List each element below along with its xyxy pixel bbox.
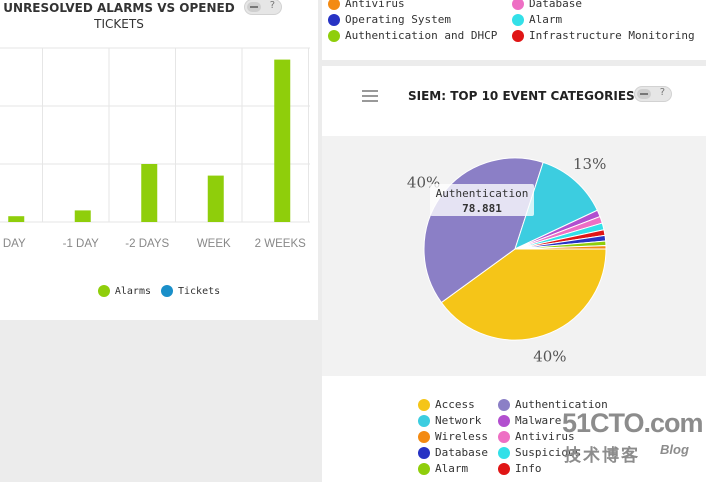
pie-slice-wireless[interactable] <box>514 245 607 250</box>
pie-percent-label: 40% <box>533 348 566 366</box>
legend-dot-icon <box>512 0 524 10</box>
legend-dot-icon <box>512 13 524 26</box>
legend-label: Tickets <box>177 285 221 297</box>
legend-label: Authentication <box>515 398 608 411</box>
x-axis-tick-label: -2 DAYS <box>125 238 169 250</box>
legend-item-authentication[interactable]: Authentication <box>498 398 608 411</box>
legend-label: Antivirus <box>515 430 575 443</box>
legend-label: Malware <box>515 414 562 427</box>
legend-label: Antivirus <box>345 0 405 10</box>
bar-alarms[interactable] <box>141 164 158 222</box>
legend-item[interactable]: Operating System <box>328 13 451 26</box>
legend-dot-icon <box>328 0 340 10</box>
legend-dot-icon <box>512 29 524 42</box>
previous-chart-legend: Antivirus Database Operating System Alarm Au… <box>322 0 706 60</box>
legend-dot-icon <box>97 285 110 297</box>
legend-dot-icon <box>328 13 340 26</box>
legend-item-access[interactable]: Access <box>418 398 528 411</box>
bar-alarms[interactable] <box>207 175 224 222</box>
siem-event-categories-panel: SIEM: TOP 10 EVENT CATEGORIES ? 40% 40% 13… <box>322 66 706 482</box>
legend-label: Authentication and DHCP <box>345 29 498 42</box>
legend-item-suspicious[interactable]: Suspicious <box>498 446 608 459</box>
x-axis-tick-label: WEEK <box>197 238 231 250</box>
help-icon[interactable]: ? <box>269 0 275 11</box>
legend-dot-icon <box>418 446 430 459</box>
bar-chart-legend: Alarms Tickets <box>0 285 318 297</box>
x-axis-tick-label: -1 DAY <box>63 238 100 250</box>
legend-label: Info <box>515 462 542 475</box>
legend-label: Operating System <box>345 13 451 26</box>
legend-item-info[interactable]: Info <box>498 462 608 475</box>
legend-label: Infrastructure Monitoring <box>529 29 695 42</box>
legend-item[interactable]: Authentication and DHCP <box>328 29 497 42</box>
legend-label: Suspicious <box>515 446 582 459</box>
legend-label: Database <box>435 446 488 459</box>
legend-item-alarms[interactable]: Alarms <box>97 285 151 297</box>
legend-dot-icon <box>418 414 430 427</box>
legend-label: Alarm <box>529 13 563 26</box>
panel-title: SIEM: TOP 10 EVENT CATEGORIES <box>408 89 635 103</box>
x-axis-tick-label: 2 WEEKS <box>255 238 306 250</box>
watermark-logo: 51CTO.com <box>562 408 704 438</box>
legend-label: Database <box>529 0 582 10</box>
watermark-subtitle: 技术博客 <box>564 446 640 466</box>
x-axis-tick-label: DAY <box>3 238 26 250</box>
legend-dot-icon <box>160 285 173 297</box>
pie-chart-area: 40% 40% 13% Authentication 78.881 <box>322 136 706 376</box>
legend-item-alarm[interactable]: Alarm <box>418 462 528 475</box>
legend-item-tickets[interactable]: Tickets <box>160 285 221 297</box>
pie-slice-access[interactable] <box>440 248 607 341</box>
hamburger-menu-icon[interactable] <box>362 90 378 103</box>
legend-item-wireless[interactable]: Wireless <box>418 430 528 443</box>
legend-dot-icon <box>418 462 430 475</box>
legend-item-antivirus[interactable]: Antivirus <box>498 430 608 443</box>
legend-dot-icon <box>498 462 510 475</box>
pie-slice-network[interactable] <box>514 161 599 250</box>
legend-label: Wireless <box>435 430 488 443</box>
legend-item-network[interactable]: Network <box>418 414 528 427</box>
legend-label: Access <box>435 398 475 411</box>
legend-item[interactable]: Alarm <box>512 13 562 26</box>
alarms-tickets-bar-chart: DAY -1 DAY -2 DAYS WEEK 2 WEEKS <box>0 47 310 250</box>
tooltip-value: 78.881 <box>462 202 502 215</box>
legend-dot-icon <box>498 446 510 459</box>
pie-tooltip: Authentication 78.881 <box>430 184 534 216</box>
minus-icon <box>247 2 261 12</box>
bar-alarms[interactable] <box>8 216 25 222</box>
legend-dot-icon <box>498 398 510 411</box>
legend-label: Alarms <box>114 285 151 297</box>
legend-dot-icon <box>328 29 340 42</box>
legend-dot-icon <box>418 398 430 411</box>
minus-icon <box>637 89 651 99</box>
bar-alarms[interactable] <box>274 59 291 222</box>
panel-collapse-toggle[interactable]: ? <box>634 86 672 102</box>
panel-title-line2: TICKETS <box>94 17 144 31</box>
panel-title: UNRESOLVED ALARMS VS OPENED <box>3 1 235 15</box>
legend-item[interactable]: Database <box>512 0 582 10</box>
site-watermark: 51CTO.com 技术博客 Blog <box>562 408 704 468</box>
legend-dot-icon <box>498 430 510 443</box>
legend-item-database[interactable]: Database <box>418 446 528 459</box>
legend-item[interactable]: Infrastructure Monitoring <box>512 29 695 42</box>
legend-label: Network <box>435 414 482 427</box>
legend-dot-icon <box>418 430 430 443</box>
legend-item-malware[interactable]: Malware <box>498 414 608 427</box>
pie-percent-label: 13% <box>573 155 606 173</box>
alarms-vs-tickets-panel: UNRESOLVED ALARMS VS OPENED TICKETS ? DA… <box>0 0 318 320</box>
help-icon[interactable]: ? <box>659 87 665 98</box>
legend-item[interactable]: Antivirus <box>328 0 405 10</box>
panel-collapse-toggle[interactable]: ? <box>244 0 282 15</box>
legend-label: Alarm <box>435 462 469 475</box>
bar-alarms[interactable] <box>74 210 91 222</box>
tooltip-label: Authentication <box>436 187 529 200</box>
watermark-blog: Blog <box>660 442 689 457</box>
legend-dot-icon <box>498 414 510 427</box>
